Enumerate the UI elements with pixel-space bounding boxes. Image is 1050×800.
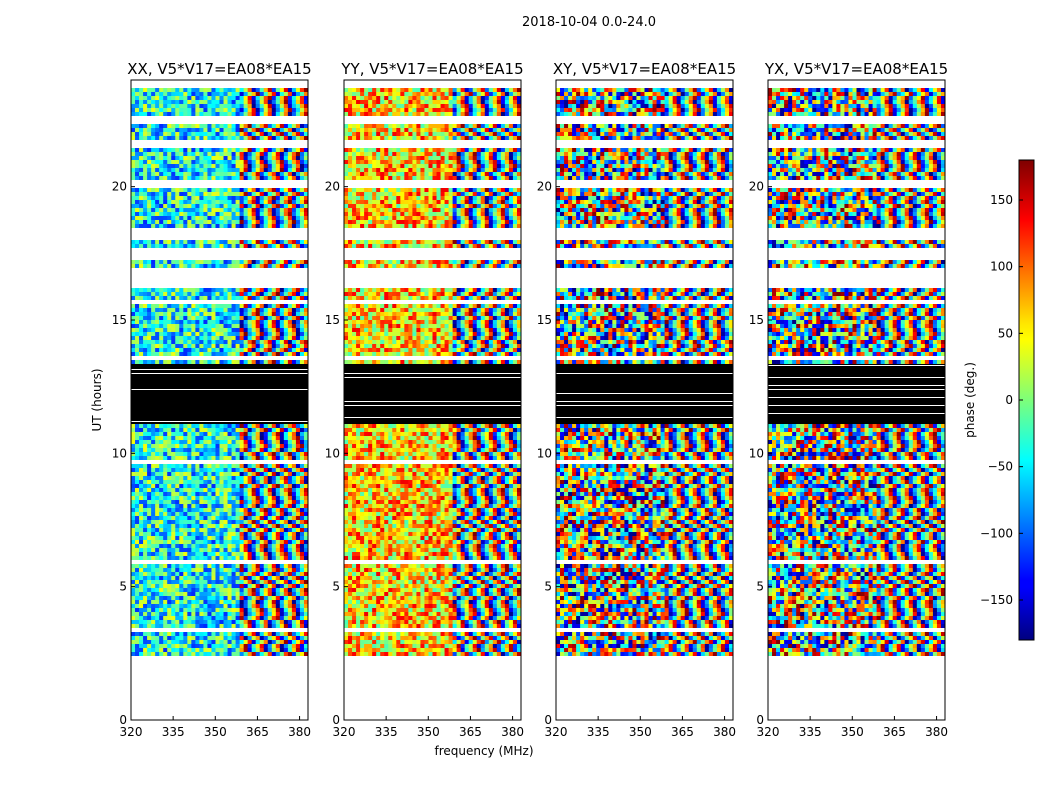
- x-tick-label: 365: [246, 725, 269, 739]
- y-tick-label: 10: [749, 446, 764, 460]
- x-tick-label: 335: [799, 725, 822, 739]
- panel-frame: [343, 79, 522, 721]
- panel-frame: [130, 79, 309, 721]
- x-tick-label: 380: [713, 725, 736, 739]
- panel-title: XX, V5*V17=EA08*EA15: [127, 60, 311, 78]
- colorbar: −150 −100 −50 0 50 100 150 phase (deg.): [963, 159, 1035, 641]
- y-tick-label: 15: [112, 313, 127, 327]
- x-tick-label: 350: [841, 725, 864, 739]
- colorbar-tick-label: 0: [1005, 393, 1013, 407]
- x-tick-label: 380: [925, 725, 948, 739]
- colorbar-tick-label: 100: [990, 260, 1013, 274]
- y-tick-label: 5: [332, 580, 340, 594]
- x-tick-label: 350: [204, 725, 227, 739]
- y-tick-label: 10: [325, 446, 340, 460]
- panel-title: XY, V5*V17=EA08*EA15: [553, 60, 736, 78]
- colorbar-tick-label: 150: [990, 193, 1013, 207]
- x-tick-label: 320: [545, 725, 568, 739]
- y-tick-label: 15: [537, 313, 552, 327]
- panels-group: XX, V5*V17=EA08*EA15 320 335 350 365 380 0 5 10 1…: [112, 60, 948, 739]
- panel-phase-image: [344, 88, 521, 656]
- y-tick-label: 10: [537, 446, 552, 460]
- colorbar-ticks: −150 −100 −50 0 50 100 150: [980, 193, 1023, 607]
- y-tick-label: 20: [112, 180, 127, 194]
- panel-4: YX, V5*V17=EA08*EA15 320 335 350 365 380 0 5 10 1…: [749, 60, 948, 739]
- colorbar-label: phase (deg.): [963, 362, 977, 438]
- panel-frame: [767, 79, 946, 721]
- panel-phase-image: [131, 88, 308, 656]
- panel-title: YX, V5*V17=EA08*EA15: [764, 60, 948, 78]
- panel-2: YY, V5*V17=EA08*EA15 320 335 350 365 380 0 5 10 1…: [325, 60, 524, 739]
- colorbar-tick-label: −50: [988, 460, 1013, 474]
- x-tick-label: 335: [162, 725, 185, 739]
- panel-phase-image: [768, 88, 945, 656]
- x-tick-label: 380: [501, 725, 524, 739]
- x-tick-label: 365: [459, 725, 482, 739]
- colorbar-tick-label: −150: [980, 593, 1013, 607]
- y-tick-label: 0: [756, 713, 764, 727]
- y-tick-label: 20: [749, 180, 764, 194]
- y-tick-label: 5: [756, 580, 764, 594]
- y-tick-label: 10: [112, 446, 127, 460]
- x-tick-label: 320: [757, 725, 780, 739]
- figure-suptitle: 2018-10-04 0.0-24.0: [522, 15, 656, 30]
- y-tick-label: 20: [537, 180, 552, 194]
- y-tick-label: 0: [119, 713, 127, 727]
- y-axis-label: UT (hours): [90, 368, 104, 431]
- y-tick-label: 15: [325, 313, 340, 327]
- x-tick-label: 350: [417, 725, 440, 739]
- colorbar-tick-label: −100: [980, 526, 1013, 540]
- colorbar-tick-label: 50: [998, 326, 1013, 340]
- x-tick-label: 380: [288, 725, 311, 739]
- x-tick-label: 320: [120, 725, 143, 739]
- x-tick-label: 365: [883, 725, 906, 739]
- y-tick-label: 15: [749, 313, 764, 327]
- x-tick-label: 320: [333, 725, 356, 739]
- panel-title: YY, V5*V17=EA08*EA15: [340, 60, 523, 78]
- x-axis-label: frequency (MHz): [434, 744, 533, 758]
- panel-3: XY, V5*V17=EA08*EA15 320 335 350 365 380 0 5 10 1…: [537, 60, 736, 739]
- y-tick-label: 5: [544, 580, 552, 594]
- panel-phase-image: [556, 88, 733, 656]
- x-tick-label: 350: [629, 725, 652, 739]
- y-tick-label: 0: [544, 713, 552, 727]
- y-tick-label: 20: [325, 180, 340, 194]
- panel-1: XX, V5*V17=EA08*EA15 320 335 350 365 380 0 5 10 1…: [112, 60, 312, 739]
- panel-frame: [555, 79, 734, 721]
- y-tick-label: 5: [119, 580, 127, 594]
- x-tick-label: 335: [375, 725, 398, 739]
- y-tick-label: 0: [332, 713, 340, 727]
- x-tick-label: 335: [587, 725, 610, 739]
- x-tick-label: 365: [671, 725, 694, 739]
